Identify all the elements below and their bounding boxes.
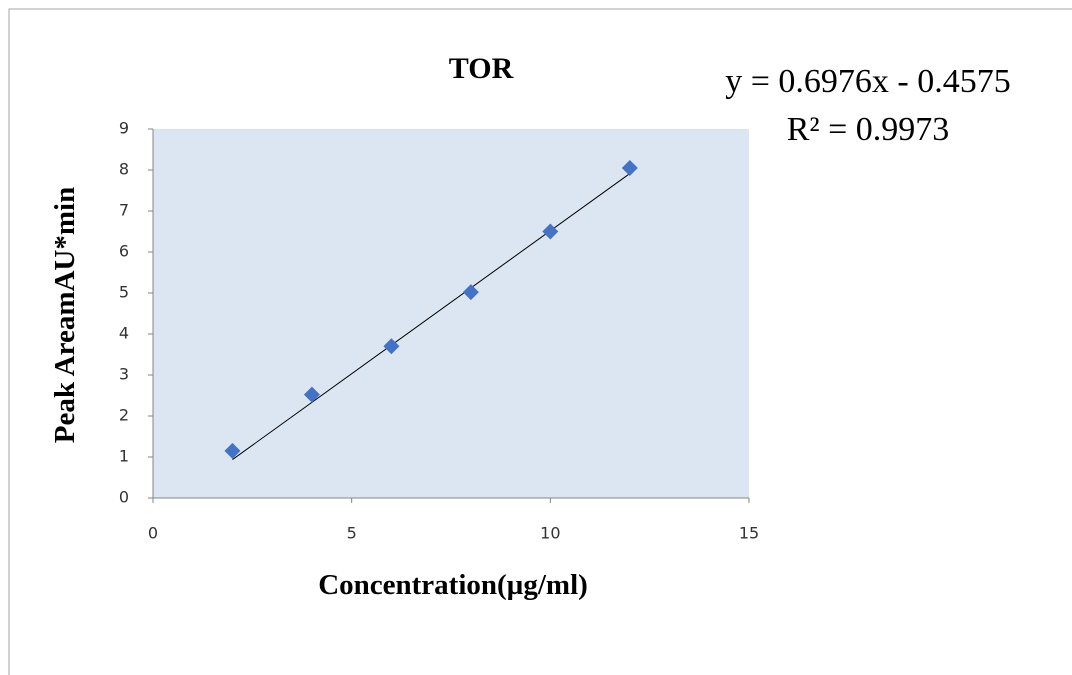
data-point xyxy=(224,442,241,459)
y-tick-label: 3 xyxy=(119,365,129,384)
plot-area xyxy=(153,129,749,498)
x-tick-label: 5 xyxy=(347,524,357,543)
data-point xyxy=(621,159,638,176)
y-axis-title: Peak AreamAU*min xyxy=(49,187,81,443)
y-tick-label: 9 xyxy=(119,119,129,138)
y-tick-label: 4 xyxy=(119,324,129,343)
data-point xyxy=(303,386,320,403)
equation: y = 0.6976x - 0.4575 xyxy=(725,63,1011,100)
x-tick-label: 0 xyxy=(148,524,158,543)
y-tick-label: 7 xyxy=(119,201,129,220)
y-tick-label: 8 xyxy=(119,160,129,179)
x-tick-label: 10 xyxy=(540,524,560,543)
frame xyxy=(8,8,1072,675)
r-squared: R² = 0.9973 xyxy=(787,111,950,148)
x-tick-label: 15 xyxy=(739,524,759,543)
data-point xyxy=(383,338,400,355)
y-tick-label: 1 xyxy=(119,447,129,466)
x-axis-title: Concentration(µg/ml) xyxy=(318,569,588,601)
chart-title: TOR xyxy=(449,52,514,85)
y-tick-label: 5 xyxy=(119,283,129,302)
y-tick-label: 6 xyxy=(119,242,129,261)
trendline xyxy=(232,173,631,460)
y-tick-label: 0 xyxy=(119,488,129,507)
data-point xyxy=(462,284,479,301)
data-point xyxy=(542,223,559,240)
y-tick-label: 2 xyxy=(119,406,129,425)
